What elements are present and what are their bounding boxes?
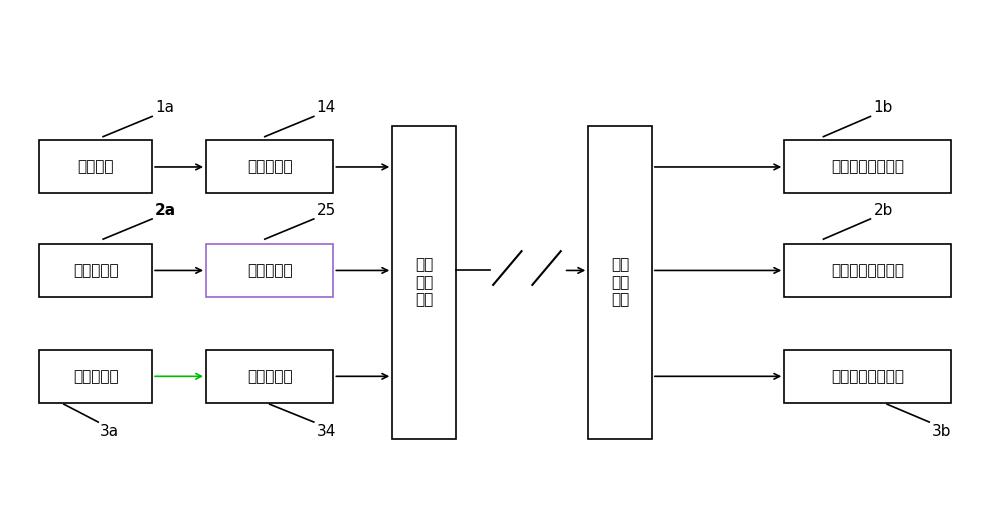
Text: 1a: 1a xyxy=(155,100,174,116)
Text: 转角传感器: 转角传感器 xyxy=(247,159,293,175)
Bar xyxy=(784,350,951,403)
Text: 无线
接收
装置: 无线 接收 装置 xyxy=(611,258,629,307)
Text: 2a: 2a xyxy=(155,203,176,218)
Bar xyxy=(206,140,333,194)
Text: 2b: 2b xyxy=(873,203,893,218)
Bar xyxy=(206,244,333,297)
Text: 34: 34 xyxy=(317,424,336,439)
Bar xyxy=(39,350,152,403)
Text: 车载制动执行机构: 车载制动执行机构 xyxy=(831,369,904,384)
Text: 制动传感器: 制动传感器 xyxy=(247,369,293,384)
Text: 副加速踏板: 副加速踏板 xyxy=(73,263,119,278)
Text: 加速传感器: 加速传感器 xyxy=(247,263,293,278)
Bar xyxy=(784,244,951,297)
Bar xyxy=(392,126,456,439)
Bar xyxy=(39,140,152,194)
Text: 副方向盘: 副方向盘 xyxy=(78,159,114,175)
Text: 副制动踏板: 副制动踏板 xyxy=(73,369,119,384)
Text: 14: 14 xyxy=(317,100,336,116)
Text: 车载转向执行机构: 车载转向执行机构 xyxy=(831,159,904,175)
Text: 1b: 1b xyxy=(873,100,893,116)
Text: 3b: 3b xyxy=(932,424,952,439)
Text: 无线
发送
装置: 无线 发送 装置 xyxy=(415,258,433,307)
Text: 3a: 3a xyxy=(100,424,119,439)
Bar xyxy=(206,350,333,403)
Text: 车载加速执行机构: 车载加速执行机构 xyxy=(831,263,904,278)
Bar xyxy=(588,126,652,439)
Bar xyxy=(784,140,951,194)
Bar xyxy=(39,244,152,297)
Text: 25: 25 xyxy=(317,203,336,218)
